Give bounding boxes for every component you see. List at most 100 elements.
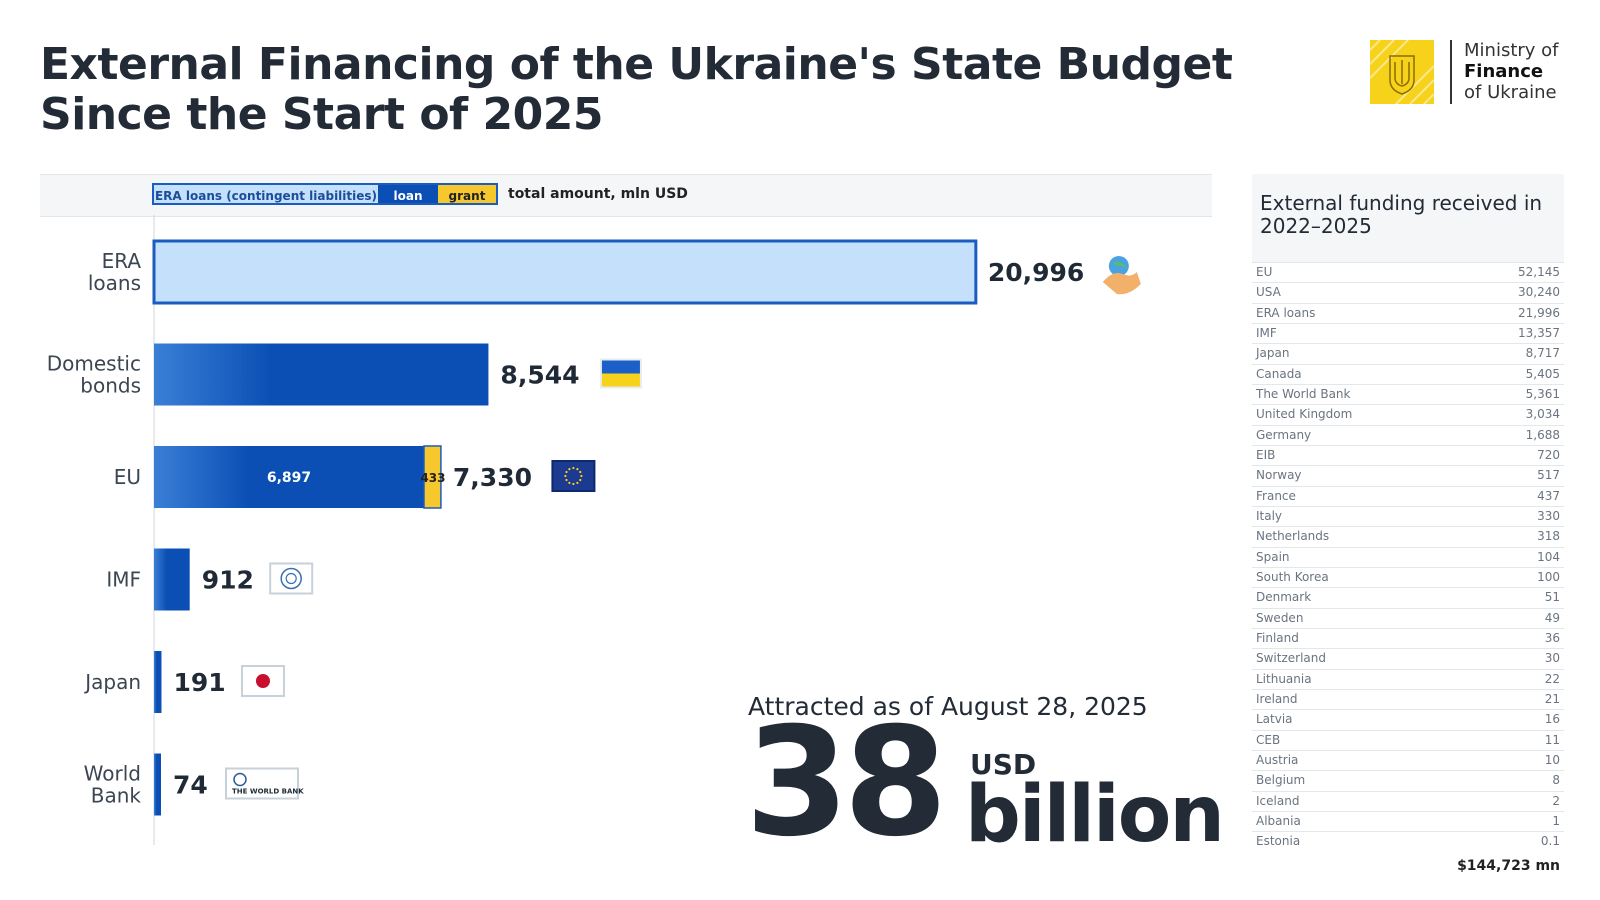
ministry-name: Ministry of Finance of Ukraine: [1464, 40, 1559, 103]
ministry-line-2: Finance: [1464, 61, 1544, 82]
row-name: Italy: [1256, 508, 1283, 523]
ministry-logo: Ministry of Finance of Ukraine: [1369, 39, 1570, 106]
row-name: Albania: [1256, 813, 1301, 828]
table-row: USA 30,240: [1252, 282, 1564, 302]
table-row: Canada 5,405: [1252, 363, 1564, 384]
bar-total-label: 191: [173, 668, 225, 697]
row-name: Finland: [1256, 630, 1299, 645]
legend-era-loans: ERA loans (contingent liabilities): [152, 183, 378, 205]
category-label: EU: [114, 465, 141, 489]
bar-loan: [154, 651, 162, 713]
table-row: Lithuania 22: [1252, 668, 1564, 689]
segment-label: 433: [420, 471, 445, 485]
row-name: Denmark: [1256, 590, 1312, 605]
table-row: Italy 330: [1252, 505, 1564, 526]
panel-total: $144,723 mn: [1457, 858, 1560, 874]
row-name: Spain: [1256, 549, 1290, 564]
table-row: United Kingdom 3,034: [1252, 404, 1564, 424]
attracted-unit: billion: [965, 770, 1225, 860]
row-value: 720: [1537, 447, 1560, 462]
category-label: ERA: [102, 249, 142, 273]
row-value: 1: [1552, 813, 1560, 828]
attracted-caption: Attracted as of August 28, 2025: [748, 692, 1148, 721]
chart-legend: ERA loans (contingent liabilities) loan …: [40, 174, 1212, 217]
row-name: Germany: [1256, 427, 1312, 442]
row-name: Belgium: [1256, 773, 1306, 788]
row-name: EU: [1256, 265, 1273, 279]
category-label: Domestic: [47, 352, 141, 376]
panel-title: External funding received in 2022–2025: [1260, 191, 1543, 238]
bar-total-label: 912: [202, 566, 254, 595]
world-bank-logo-text: THE WORLD BANK: [232, 788, 304, 796]
bar-total-label: 7,330: [453, 463, 532, 492]
table-row: Estonia 0.1: [1252, 831, 1564, 851]
legend-grant: grant: [438, 183, 498, 205]
table-row: Austria 10: [1252, 749, 1564, 770]
table-row: CEB 11: [1252, 729, 1564, 750]
row-value: 22: [1544, 671, 1560, 686]
table-row: Netherlands 318: [1252, 526, 1564, 546]
bar-loan: [154, 753, 161, 816]
table-row: IMF 13,357: [1252, 322, 1564, 343]
bar-loan: [154, 446, 424, 508]
row-value: 13,357: [1518, 325, 1560, 340]
table-row: Denmark 51: [1252, 587, 1564, 607]
row-value: 5,405: [1525, 366, 1560, 381]
row-name: Canada: [1256, 366, 1302, 381]
handshake-globe-icon: [1102, 256, 1141, 295]
table-row: EU 52,145: [1252, 262, 1564, 282]
row-value: 330: [1537, 508, 1560, 523]
table-row: Spain 104: [1252, 546, 1564, 567]
row-name: CEB: [1256, 732, 1281, 747]
ministry-line-3: of Ukraine: [1464, 82, 1557, 103]
table-row: Belgium 8: [1252, 770, 1564, 790]
bar-loan: [154, 548, 190, 611]
row-value: 10: [1544, 752, 1560, 767]
title-line-2: Since the Start of 2025: [40, 89, 603, 140]
panel-header: External funding received in 2022–2025: [1252, 174, 1564, 262]
row-value: 1,688: [1525, 427, 1560, 442]
row-name: Norway: [1256, 468, 1302, 483]
row-value: 517: [1537, 468, 1560, 483]
legend-loan: loan: [378, 183, 438, 205]
japan-flag-icon: [240, 665, 285, 697]
table-row: Germany 1,688: [1252, 424, 1564, 445]
row-name: Lithuania: [1256, 671, 1312, 686]
page-title: External Financing of the Ukraine's Stat…: [40, 40, 1233, 140]
row-name: Japan: [1256, 346, 1290, 361]
row-name: France: [1256, 488, 1296, 503]
row-name: Ireland: [1256, 691, 1298, 706]
row-name: Sweden: [1256, 610, 1304, 625]
ukraine-flag-icon: [599, 358, 642, 389]
category-label: Bank: [91, 784, 142, 808]
row-value: 5,361: [1525, 386, 1560, 401]
bar-loan: [154, 343, 489, 406]
row-name: Estonia: [1256, 834, 1301, 849]
bar-total-label: 8,544: [500, 361, 579, 390]
table-row: Albania 1: [1252, 810, 1564, 831]
row-name: Netherlands: [1256, 529, 1330, 544]
table-row: Ireland 21: [1252, 688, 1564, 709]
row-value: 104: [1537, 549, 1560, 564]
row-value: 21,996: [1518, 305, 1560, 320]
row-value: 21: [1544, 691, 1560, 706]
row-value: 8: [1552, 773, 1560, 788]
row-name: Switzerland: [1256, 651, 1326, 666]
world-bank-logo-icon: THE WORLD BANK: [225, 767, 304, 800]
table-row: Iceland 2: [1252, 790, 1564, 811]
category-label: Japan: [83, 670, 141, 694]
row-name: Iceland: [1256, 793, 1300, 808]
bar-total-label: 20,996: [988, 258, 1084, 287]
table-row: Latvia 16: [1252, 709, 1564, 729]
row-name: ERA loans: [1256, 305, 1316, 320]
table-row: France 437: [1252, 485, 1564, 506]
eu-flag-icon: [551, 460, 596, 492]
category-label: World: [84, 762, 141, 786]
row-name: USA: [1256, 285, 1281, 300]
row-value: 2: [1552, 793, 1560, 808]
table-row: Finland 36: [1252, 627, 1564, 648]
trident-emblem-icon: [1369, 39, 1435, 105]
row-value: 52,145: [1518, 265, 1560, 279]
funding-table: EU 52,145 USA 30,240 ERA loans 21,996 IMF 13,35…: [1252, 262, 1564, 852]
attracted-currency: USD: [970, 748, 1037, 781]
